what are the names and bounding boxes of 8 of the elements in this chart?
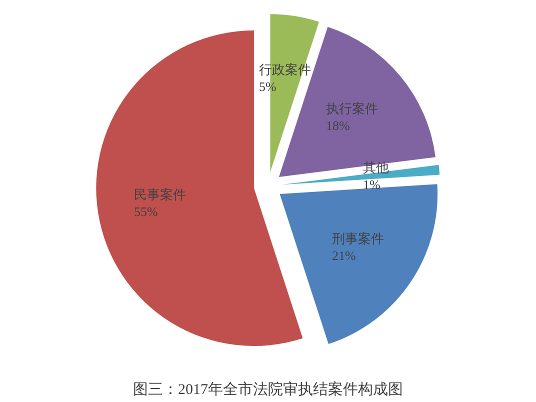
slice-label: 刑事案件: [332, 231, 384, 246]
data-label: 18%: [326, 118, 350, 133]
slice-label: 执行案件: [326, 101, 378, 116]
text: 图三：2017年全市法院审执结案件构成图: [133, 380, 403, 398]
data-label: 1%: [363, 176, 380, 192]
slice-label: 民事案件: [134, 187, 186, 202]
data-label: 21%: [332, 248, 356, 263]
data-label: 55%: [134, 204, 158, 219]
